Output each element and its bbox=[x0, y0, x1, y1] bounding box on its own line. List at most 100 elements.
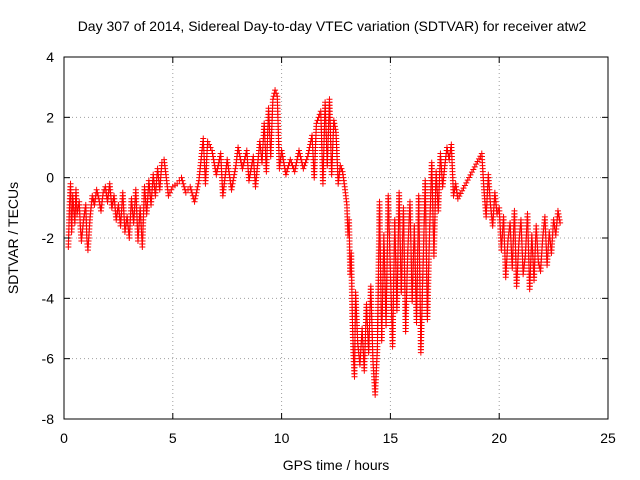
data-point bbox=[297, 153, 304, 160]
data-point bbox=[210, 153, 217, 160]
data-point bbox=[165, 192, 172, 199]
data-point bbox=[555, 210, 562, 217]
data-point bbox=[279, 150, 286, 157]
data-point bbox=[296, 150, 303, 157]
data-point bbox=[206, 141, 213, 148]
data-point bbox=[556, 213, 563, 220]
data-point bbox=[166, 189, 173, 196]
y-axis-label: SDTVAR / TECUs bbox=[5, 182, 21, 294]
data-point bbox=[291, 168, 298, 175]
data-point bbox=[471, 163, 478, 170]
data-point bbox=[272, 87, 279, 94]
data-point bbox=[474, 158, 481, 165]
data-point bbox=[188, 186, 195, 193]
data-point bbox=[292, 162, 299, 169]
y-tick-label: 4 bbox=[46, 49, 54, 65]
data-point bbox=[192, 195, 199, 202]
data-point bbox=[330, 117, 337, 124]
data-point bbox=[456, 193, 463, 200]
data-point bbox=[278, 147, 285, 154]
data-point bbox=[304, 153, 311, 160]
data-point bbox=[293, 159, 300, 166]
y-tick-label: -6 bbox=[42, 351, 55, 367]
x-tick-label: 0 bbox=[60, 430, 68, 446]
data-point bbox=[467, 171, 474, 178]
data-point bbox=[93, 186, 100, 193]
data-point bbox=[236, 150, 243, 157]
data-point bbox=[468, 169, 475, 176]
data-point bbox=[331, 120, 338, 127]
data-point bbox=[464, 177, 471, 184]
data-point bbox=[182, 189, 189, 196]
data-point bbox=[194, 183, 201, 190]
data-point bbox=[229, 180, 236, 187]
data-point bbox=[296, 147, 303, 154]
data-point bbox=[298, 156, 305, 163]
data-point bbox=[168, 186, 175, 193]
data-points bbox=[65, 87, 564, 398]
data-point bbox=[231, 171, 238, 178]
data-point bbox=[192, 192, 199, 199]
data-point bbox=[245, 177, 252, 184]
y-tick-label: -2 bbox=[42, 230, 55, 246]
data-point bbox=[332, 126, 339, 133]
data-point bbox=[460, 185, 467, 192]
data-point bbox=[337, 162, 344, 169]
data-point bbox=[280, 159, 287, 166]
data-point bbox=[231, 168, 238, 175]
y-tick-label: -8 bbox=[42, 411, 55, 427]
data-point bbox=[331, 123, 338, 130]
data-point bbox=[235, 144, 242, 151]
data-point bbox=[236, 153, 243, 160]
data-point bbox=[235, 147, 242, 154]
data-point bbox=[556, 216, 563, 223]
data-point bbox=[208, 147, 215, 154]
data-point bbox=[287, 156, 294, 163]
y-tick-label: -4 bbox=[42, 290, 55, 306]
data-point bbox=[210, 156, 217, 163]
data-point bbox=[461, 182, 468, 189]
data-point bbox=[181, 183, 188, 190]
data-point bbox=[463, 179, 470, 186]
x-tick-label: 5 bbox=[169, 430, 177, 446]
data-point bbox=[302, 159, 309, 166]
data-point bbox=[180, 180, 187, 187]
data-point bbox=[209, 150, 216, 157]
data-point bbox=[195, 180, 202, 187]
data-point bbox=[473, 161, 480, 168]
data-point bbox=[191, 198, 198, 205]
chart-title: Day 307 of 2014, Sidereal Day-to-day VTE… bbox=[78, 18, 587, 34]
x-axis-label: GPS time / hours bbox=[283, 457, 390, 473]
data-point bbox=[229, 183, 236, 190]
axis-ticks: 0 5 10 15 20 25 -8 -6 -4 -2 0 2 4 bbox=[42, 49, 616, 446]
data-point bbox=[239, 165, 246, 172]
data-point bbox=[470, 166, 477, 173]
data-point bbox=[213, 171, 220, 178]
data-point bbox=[179, 177, 186, 184]
data-point bbox=[283, 168, 290, 175]
y-tick-label: 0 bbox=[46, 170, 54, 186]
data-point bbox=[230, 174, 237, 181]
x-tick-label: 10 bbox=[274, 430, 290, 446]
y-tick-label: 2 bbox=[46, 109, 54, 125]
data-point bbox=[246, 174, 253, 181]
data-point bbox=[94, 189, 101, 196]
data-point bbox=[466, 174, 473, 181]
x-tick-label: 15 bbox=[383, 430, 399, 446]
data-point bbox=[178, 174, 185, 181]
data-point bbox=[282, 171, 289, 178]
data-point bbox=[338, 165, 345, 172]
data-point bbox=[232, 165, 239, 172]
data-point bbox=[187, 183, 194, 190]
data-point bbox=[303, 156, 310, 163]
data-point bbox=[300, 165, 307, 172]
data-point bbox=[228, 186, 235, 193]
data-point bbox=[194, 186, 201, 193]
data-point bbox=[301, 162, 308, 169]
x-tick-label: 25 bbox=[600, 430, 616, 446]
data-point bbox=[557, 219, 564, 226]
data-point bbox=[459, 187, 466, 194]
data-point bbox=[207, 144, 214, 151]
data-point bbox=[454, 195, 461, 202]
